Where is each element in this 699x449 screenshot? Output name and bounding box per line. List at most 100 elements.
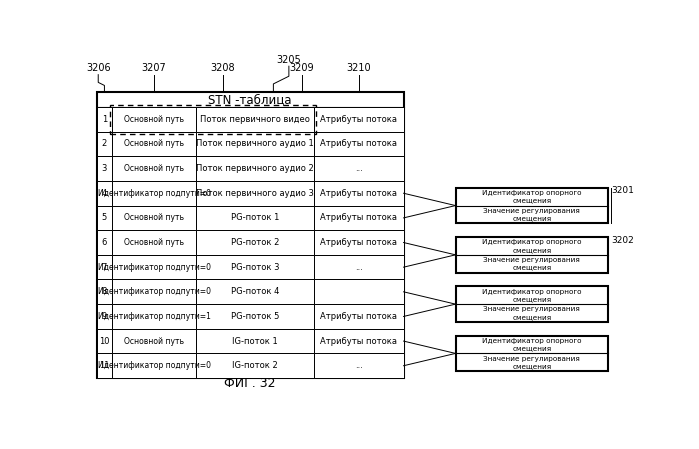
Text: 5: 5 xyxy=(102,213,107,222)
Text: Идентификатор опорного
смещения: Идентификатор опорного смещения xyxy=(482,239,582,253)
Bar xyxy=(456,336,608,371)
Text: 3201: 3201 xyxy=(611,186,634,195)
Text: Поток первичного аудио 1: Поток первичного аудио 1 xyxy=(196,140,314,149)
Text: IG-поток 2: IG-поток 2 xyxy=(232,361,278,370)
Text: Основной путь: Основной путь xyxy=(124,115,184,124)
Bar xyxy=(196,132,314,156)
Text: Атрибуты потока: Атрибуты потока xyxy=(320,140,397,149)
Text: PG-поток 2: PG-поток 2 xyxy=(231,238,279,247)
Bar xyxy=(110,105,316,133)
Text: 8: 8 xyxy=(102,287,107,296)
Bar xyxy=(456,188,608,223)
Bar xyxy=(96,329,112,353)
Text: 3209: 3209 xyxy=(290,63,315,73)
Text: Значение регулирования
смещения: Значение регулирования смещения xyxy=(484,306,580,320)
Text: Атрибуты потока: Атрибуты потока xyxy=(320,189,397,198)
Text: IG-поток 1: IG-поток 1 xyxy=(232,337,278,346)
Text: Атрибуты потока: Атрибуты потока xyxy=(320,312,397,321)
Text: 3206: 3206 xyxy=(86,63,110,73)
Text: 10: 10 xyxy=(99,337,110,346)
Text: 3: 3 xyxy=(102,164,107,173)
Text: Значение регулирования
смещения: Значение регулирования смещения xyxy=(484,257,580,270)
Text: Атрибуты потока: Атрибуты потока xyxy=(320,337,397,346)
Bar xyxy=(96,92,403,378)
Text: Значение регулирования
смещения: Значение регулирования смещения xyxy=(484,208,580,221)
Text: Основной путь: Основной путь xyxy=(124,164,184,173)
Bar xyxy=(112,255,196,279)
Bar xyxy=(314,206,403,230)
Text: Идентификатор опорного
смещения: Идентификатор опорного смещения xyxy=(482,338,582,351)
Text: Основной путь: Основной путь xyxy=(124,140,184,149)
Text: PG-поток 5: PG-поток 5 xyxy=(231,312,279,321)
Bar xyxy=(314,132,403,156)
Bar xyxy=(314,304,403,329)
Text: Поток первичного аудио 2: Поток первичного аудио 2 xyxy=(196,164,314,173)
Text: ...: ... xyxy=(354,164,363,173)
Bar xyxy=(314,353,403,378)
Text: Атрибуты потока: Атрибуты потока xyxy=(320,213,397,222)
Bar xyxy=(96,279,112,304)
Bar xyxy=(196,230,314,255)
Text: Поток первичного видео: Поток первичного видео xyxy=(200,115,310,124)
Bar xyxy=(314,181,403,206)
Bar xyxy=(112,132,196,156)
Text: 3205: 3205 xyxy=(277,55,301,65)
Bar xyxy=(196,156,314,181)
Bar xyxy=(96,304,112,329)
Text: PG-поток 4: PG-поток 4 xyxy=(231,287,279,296)
Bar xyxy=(96,156,112,181)
Text: Основной путь: Основной путь xyxy=(124,337,184,346)
Bar xyxy=(96,107,112,132)
Bar xyxy=(96,206,112,230)
Bar xyxy=(196,329,314,353)
Text: Идентификатор опорного
смещения: Идентификатор опорного смещения xyxy=(482,190,582,203)
Text: Идентификатор подпути=0: Идентификатор подпути=0 xyxy=(98,189,210,198)
Bar xyxy=(96,353,112,378)
Text: 1: 1 xyxy=(102,115,107,124)
Text: 3208: 3208 xyxy=(210,63,236,73)
Text: Атрибуты потока: Атрибуты потока xyxy=(320,238,397,247)
Bar xyxy=(96,132,112,156)
Text: PG-поток 1: PG-поток 1 xyxy=(231,213,279,222)
Text: ...: ... xyxy=(354,361,363,370)
Bar xyxy=(96,181,112,206)
Text: 11: 11 xyxy=(99,361,110,370)
Text: Основной путь: Основной путь xyxy=(124,238,184,247)
Bar xyxy=(196,279,314,304)
Text: 2: 2 xyxy=(102,140,107,149)
Text: Идентификатор подпути=0: Идентификатор подпути=0 xyxy=(98,287,210,296)
Text: Основной путь: Основной путь xyxy=(124,213,184,222)
Bar xyxy=(112,156,196,181)
Text: 6: 6 xyxy=(102,238,107,247)
Bar xyxy=(112,230,196,255)
Bar xyxy=(112,107,196,132)
Bar xyxy=(96,230,112,255)
Bar xyxy=(112,304,196,329)
Text: 9: 9 xyxy=(102,312,107,321)
Text: Идентификатор подпути=0: Идентификатор подпути=0 xyxy=(98,361,210,370)
Text: ...: ... xyxy=(354,263,363,272)
Text: 3210: 3210 xyxy=(346,63,371,73)
Bar xyxy=(112,206,196,230)
Bar xyxy=(196,107,314,132)
Bar xyxy=(196,181,314,206)
Bar xyxy=(314,156,403,181)
Text: 4: 4 xyxy=(102,189,107,198)
Text: Идентификатор опорного
смещения: Идентификатор опорного смещения xyxy=(482,289,582,302)
Bar xyxy=(456,237,608,273)
Text: Идентификатор подпути=0: Идентификатор подпути=0 xyxy=(98,263,210,272)
Text: Поток первичного аудио 3: Поток первичного аудио 3 xyxy=(196,189,314,198)
Text: PG-поток 3: PG-поток 3 xyxy=(231,263,279,272)
Bar xyxy=(112,353,196,378)
Bar xyxy=(112,181,196,206)
Text: STN -таблица: STN -таблица xyxy=(208,93,292,106)
Bar xyxy=(314,329,403,353)
Text: Идентификатор подпути=1: Идентификатор подпути=1 xyxy=(98,312,210,321)
Bar xyxy=(314,107,403,132)
Bar xyxy=(196,353,314,378)
Bar xyxy=(112,279,196,304)
Bar xyxy=(196,304,314,329)
Text: 3207: 3207 xyxy=(142,63,166,73)
Text: ФИГ. 32: ФИГ. 32 xyxy=(224,377,276,390)
Bar xyxy=(96,255,112,279)
